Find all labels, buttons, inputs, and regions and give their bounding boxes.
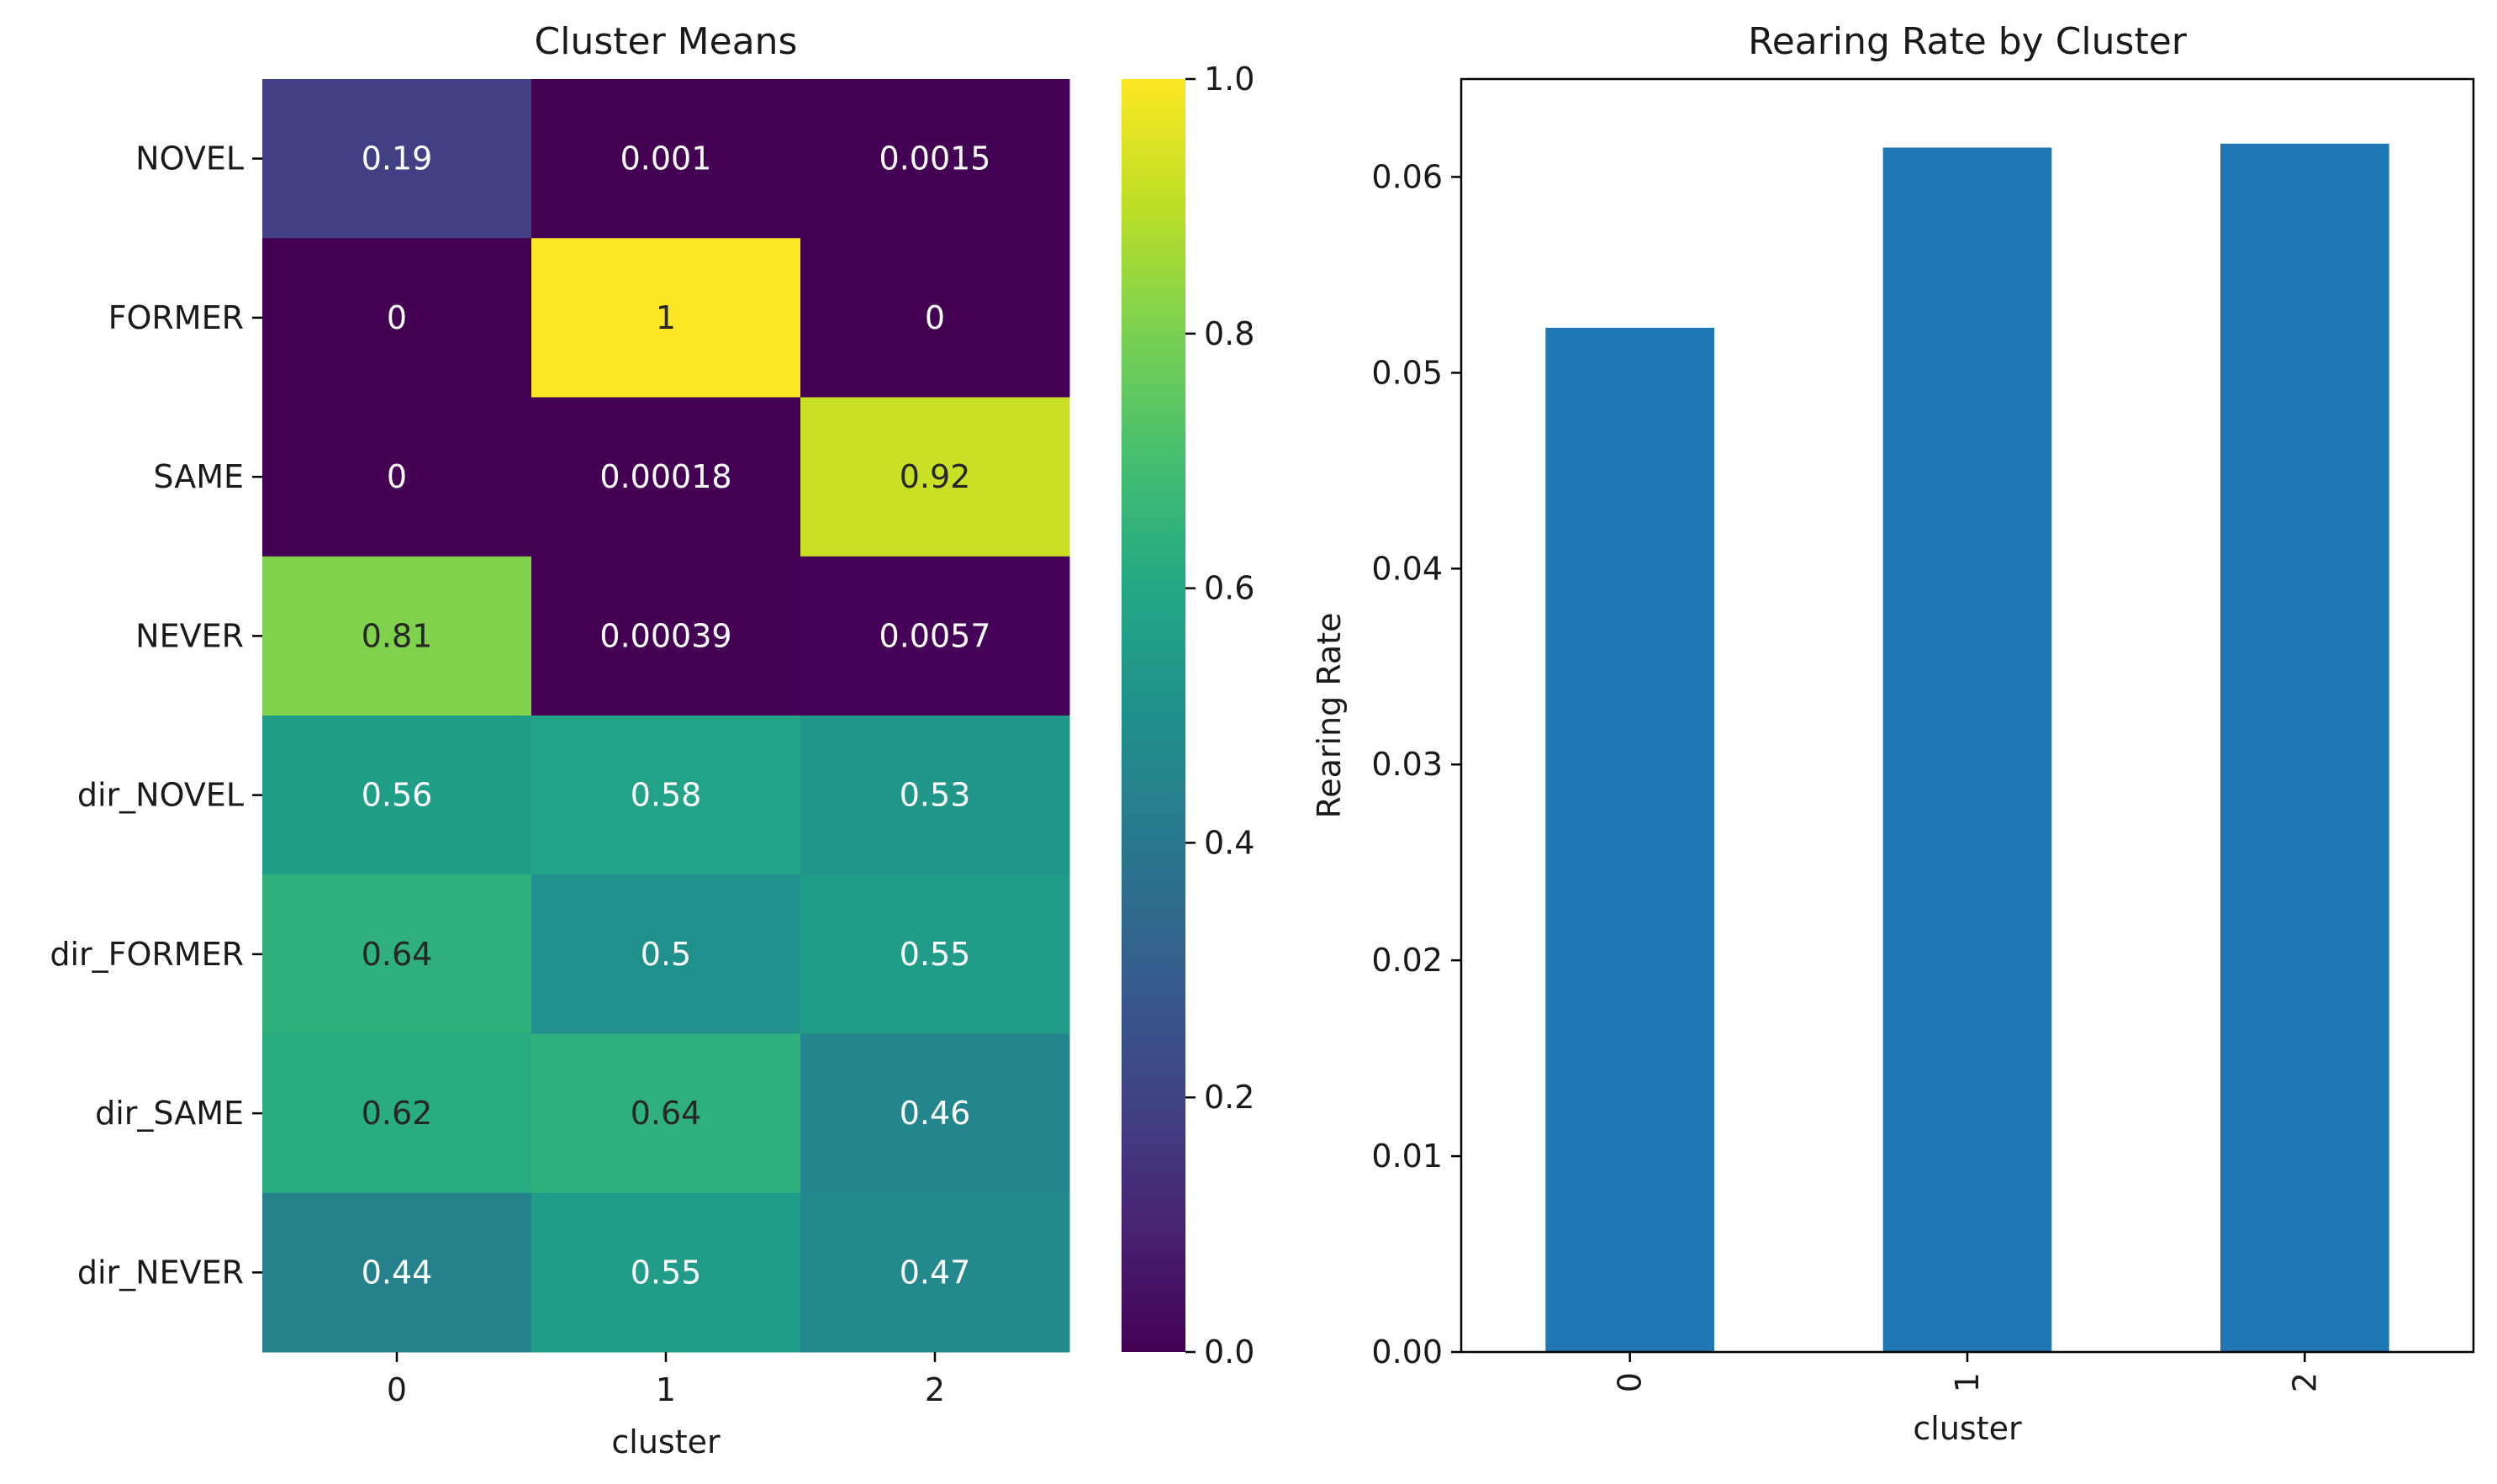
heatmap-row-labels: NOVEL FORMER SAME NEVER dir_NOVEL dir_FORMERd… — [50, 140, 262, 1291]
colorbar-ticks: 0.0 0.2 0.4 0.6 0.8 1.0 — [1185, 61, 1254, 1370]
heatmap-title: Cluster Means — [535, 20, 798, 63]
heatmap-cell — [531, 79, 801, 239]
heatmap-cell — [531, 238, 801, 398]
heatmap-cell — [531, 874, 801, 1034]
heatmap-row-label: NEVER — [135, 617, 244, 654]
bar — [1545, 327, 1714, 1353]
heatmap-cell-label: 0.55 — [900, 936, 971, 973]
bar-chart-y-tick-label: 0.01 — [1371, 1138, 1443, 1175]
colorbar-tick-label: 0.6 — [1204, 570, 1254, 607]
heatmap-cell — [531, 716, 801, 875]
heatmap-cell — [800, 79, 1070, 239]
bar — [2220, 143, 2389, 1352]
heatmap-cell — [800, 556, 1070, 716]
heatmap-cell-label: 0 — [387, 458, 407, 495]
heatmap-cell-label: 0.0057 — [879, 617, 991, 654]
heatmap-cell-label: 0.53 — [900, 777, 971, 814]
bar-chart-title: Rearing Rate by Cluster — [1748, 20, 2188, 63]
heatmap-cell — [800, 1192, 1070, 1353]
heatmap-cell — [531, 556, 801, 716]
heatmap-cell-label: 1 — [656, 299, 676, 336]
bar-chart-x-tick-label: 0 — [1612, 1372, 1649, 1392]
heatmap-cell-label: 0.0015 — [879, 140, 991, 177]
heatmap-row-label: SAME — [153, 458, 244, 495]
bar-chart-bars — [1545, 143, 2389, 1353]
heatmap-cell — [531, 397, 801, 557]
heatmap-cell — [262, 556, 532, 716]
heatmap-cell — [800, 1033, 1070, 1194]
heatmap-panel: Cluster Means 0.19 0.001 0.0015 0 1 0 0 0.00018… — [50, 20, 1070, 1460]
colorbar-tick-label: 0.0 — [1204, 1333, 1254, 1370]
heatmap-cell-label: 0.64 — [631, 1095, 702, 1132]
heatmap-cell — [800, 238, 1070, 398]
heatmap-cell — [262, 1192, 532, 1353]
heatmap-row-label: FORMER — [108, 299, 244, 336]
heatmap-cell-label: 0.64 — [362, 936, 433, 973]
heatmap-cell-label: 0.58 — [631, 777, 702, 814]
heatmap-row-label: dir_FORMER — [50, 936, 244, 973]
heatmap-cell-label: 0.001 — [620, 140, 712, 177]
bar-chart-x-tick-label: 2 — [2286, 1372, 2323, 1392]
heatmap-column-label: 2 — [925, 1371, 945, 1408]
bar-chart-y-tick-label: 0.03 — [1371, 746, 1443, 783]
colorbar-tick-label: 1.0 — [1204, 61, 1254, 98]
heatmap-cell-label: 0.5 — [641, 936, 691, 973]
colorbar-tick-label: 0.2 — [1204, 1079, 1254, 1116]
bar — [1882, 147, 2052, 1352]
heatmap-cell — [262, 1033, 532, 1194]
heatmap-cell — [800, 874, 1070, 1034]
colorbar-gradient — [1122, 79, 1185, 1352]
bar-chart-x-tick-label: 1 — [1949, 1372, 1986, 1392]
heatmap-row-label: dir_SAME — [95, 1095, 244, 1132]
heatmap-column-label: 1 — [656, 1371, 676, 1408]
heatmap-column-labels: 0 1 2 — [387, 1352, 945, 1408]
heatmap-cell-label: 0.46 — [900, 1095, 971, 1132]
colorbar-tick-label: 0.4 — [1204, 824, 1254, 861]
heatmap-cell-label: 0.81 — [362, 617, 433, 654]
bar-chart-y-tick-label: 0.05 — [1371, 354, 1443, 391]
bar-chart-y-tick-label: 0.02 — [1371, 942, 1443, 979]
heatmap-cell — [262, 397, 532, 557]
heatmap-row-label: dir_NOVEL — [77, 777, 244, 814]
heatmap-cell — [262, 238, 532, 398]
colorbar: 0.0 0.2 0.4 0.6 0.8 1.0 — [1122, 61, 1254, 1370]
heatmap-x-axis-label: cluster — [611, 1423, 721, 1460]
heatmap-cell — [800, 716, 1070, 875]
heatmap-row-label: NOVEL — [135, 140, 244, 177]
bar-chart-x-ticks: 0 1 2 — [1612, 1352, 2323, 1392]
heatmap-row-label: dir_NEVER — [77, 1254, 244, 1291]
heatmap-cell-label: 0.19 — [362, 140, 433, 177]
bar-chart-y-axis-label: Rearing Rate — [1311, 613, 1348, 819]
heatmap-cell — [531, 1033, 801, 1194]
heatmap-cell-label: 0.00018 — [599, 458, 731, 495]
bar-chart-y-tick-label: 0.04 — [1371, 550, 1443, 587]
heatmap-cell-label: 0.44 — [362, 1254, 433, 1291]
bar-chart-x-axis-label: cluster — [1913, 1410, 2022, 1447]
heatmap-cell-label: 0.00039 — [599, 617, 731, 654]
heatmap-cells: 0.19 0.001 0.0015 0 1 0 0 0.00018 0.92 0.81 0.0003… — [262, 79, 1070, 1353]
heatmap-cell-label: 0 — [925, 299, 945, 336]
bar-chart-y-ticks: 0.00 0.01 0.02 0.03 0.04 0.05 0.06 — [1371, 158, 1461, 1370]
bar-chart-panel: Rearing Rate by Cluster 0.00 0.01 0.02 0.03… — [1311, 20, 2475, 1447]
heatmap-cell-label: 0.92 — [900, 458, 971, 495]
colorbar-tick-label: 0.8 — [1204, 315, 1254, 352]
bar-chart-y-tick-label: 0.06 — [1371, 158, 1443, 195]
heatmap-cell-label: 0.55 — [631, 1254, 702, 1291]
heatmap-column-label: 0 — [387, 1371, 407, 1408]
heatmap-cell-label: 0 — [387, 299, 407, 336]
heatmap-cell — [262, 874, 532, 1034]
heatmap-cell — [262, 79, 532, 239]
heatmap-cell-label: 0.47 — [900, 1254, 971, 1291]
heatmap-cell — [262, 716, 532, 875]
bar-chart-y-tick-label: 0.00 — [1371, 1333, 1443, 1370]
heatmap-cell — [800, 397, 1070, 557]
heatmap-cell — [531, 1192, 801, 1353]
heatmap-cell-label: 0.62 — [362, 1095, 433, 1132]
heatmap-cell-label: 0.56 — [362, 777, 433, 814]
